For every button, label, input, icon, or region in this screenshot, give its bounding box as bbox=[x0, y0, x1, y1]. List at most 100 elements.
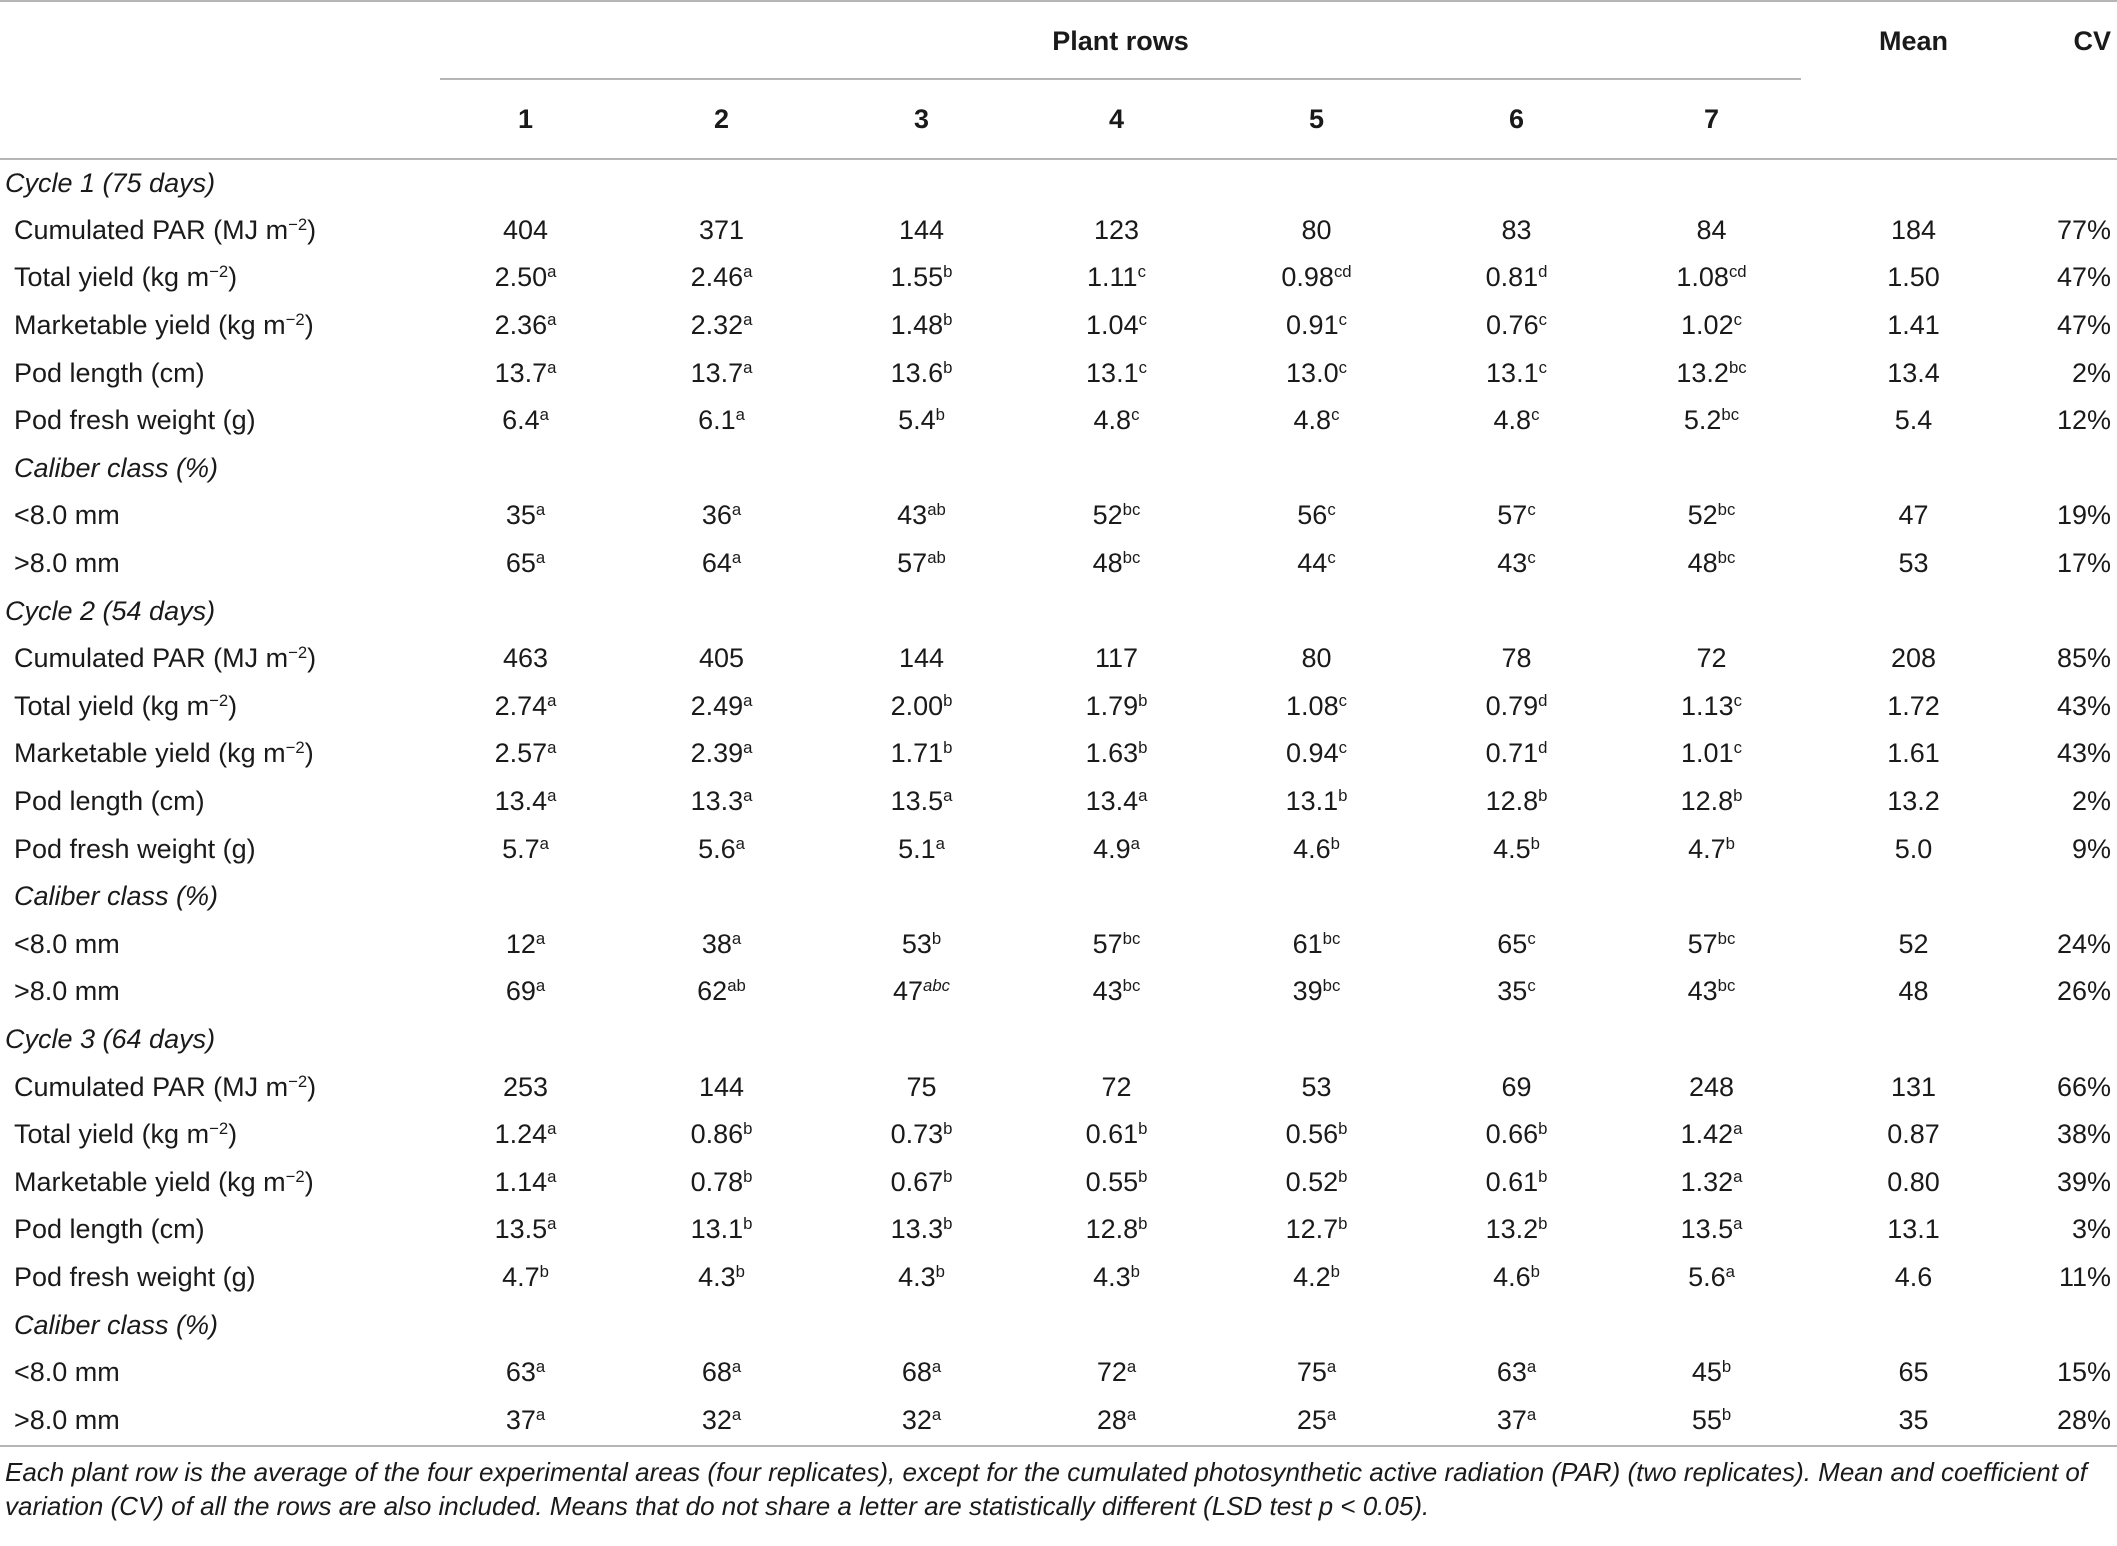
significance-letter: a bbox=[743, 690, 753, 710]
value-number: 13.1 bbox=[1285, 786, 1339, 817]
value-cell-row-7: 55b bbox=[1614, 1396, 1809, 1448]
significance-letter: a bbox=[931, 1356, 942, 1376]
value-cell-row-2: 38a bbox=[619, 921, 824, 969]
table-row: Marketable yield (kg m−2) 2.36a 2.32a 1.48b… bbox=[0, 302, 2117, 350]
value-number: 55 bbox=[1691, 1405, 1722, 1436]
value-number: 2.74 bbox=[494, 690, 548, 721]
significance-letter: b bbox=[1725, 833, 1735, 853]
value-number: 5.6 bbox=[698, 833, 736, 864]
significance-letter: b bbox=[1538, 1118, 1548, 1138]
value-number: 2.00 bbox=[890, 690, 944, 721]
significance-letter: a bbox=[1733, 1118, 1743, 1138]
value-number: 45 bbox=[1691, 1357, 1722, 1388]
header-empty-cell bbox=[0, 0, 432, 80]
value-number: 4.6 bbox=[1293, 833, 1331, 864]
value-cell-row-1: 404 bbox=[432, 207, 619, 255]
cv-cell: 2% bbox=[2071, 786, 2111, 817]
significance-letter: b bbox=[943, 690, 953, 710]
row-label-unit-exponent: −2 bbox=[285, 738, 305, 758]
value-cell-row-7: 72 bbox=[1614, 635, 1809, 683]
value-number: 0.66 bbox=[1485, 1119, 1539, 1150]
value-number: 43 bbox=[897, 500, 928, 531]
value-cell-row-6: 0.66b bbox=[1419, 1111, 1614, 1159]
significance-letter: c bbox=[1531, 405, 1540, 425]
table-row: Cumulated PAR (MJ m−2) 404 371 144 123 80 83 84… bbox=[0, 207, 2117, 255]
table-row: >8.0 mm 37a 32a 32a 28a 25a 37a 55b 35 28% bbox=[0, 1396, 2117, 1448]
significance-letter: bc bbox=[1122, 928, 1141, 948]
value-number: 68 bbox=[701, 1357, 732, 1388]
value-cell-row-3: 57ab bbox=[824, 540, 1019, 588]
value-cell-row-6: 78 bbox=[1419, 635, 1614, 683]
significance-letter: b bbox=[1138, 1166, 1148, 1186]
significance-letter: c bbox=[1538, 357, 1547, 377]
plant-rows-group-header: Plant rows bbox=[432, 0, 1809, 80]
value-number: 69 bbox=[505, 976, 536, 1007]
value-number: 248 bbox=[1688, 1071, 1735, 1102]
cv-cell: 24% bbox=[2056, 928, 2111, 959]
significance-letter: c bbox=[1527, 547, 1536, 567]
value-cell-row-4: 123 bbox=[1019, 207, 1214, 255]
value-number: 72 bbox=[1096, 1357, 1127, 1388]
significance-letter: c bbox=[1327, 547, 1336, 567]
value-number: 80 bbox=[1301, 643, 1332, 674]
value-cell-row-1: 2.74a bbox=[432, 683, 619, 731]
value-cell-row-1: 13.7a bbox=[432, 349, 619, 397]
value-cell-row-7: 1.13c bbox=[1614, 683, 1809, 731]
value-number: 12.8 bbox=[1485, 786, 1539, 817]
column-header-row-1: 1 bbox=[432, 80, 619, 160]
cv-cell: 43% bbox=[2056, 738, 2111, 769]
value-number: 63 bbox=[505, 1357, 536, 1388]
significance-letter: a bbox=[1526, 1405, 1537, 1425]
value-number: 12.8 bbox=[1085, 1214, 1139, 1245]
significance-letter: a bbox=[731, 1356, 742, 1376]
cv-cell: 43% bbox=[2056, 690, 2111, 721]
significance-letter: a bbox=[547, 309, 557, 329]
value-number: 5.4 bbox=[898, 405, 936, 436]
value-number: 57 bbox=[1497, 500, 1528, 531]
significance-letter: b bbox=[943, 357, 953, 377]
significance-letter: a bbox=[1326, 1356, 1337, 1376]
value-cell-row-5: 4.8c bbox=[1214, 397, 1419, 445]
cv-cell: 85% bbox=[2056, 643, 2111, 674]
significance-letter: a bbox=[547, 785, 557, 805]
value-cell-row-6: 0.71d bbox=[1419, 730, 1614, 778]
row-label: >8.0 mm bbox=[0, 540, 432, 588]
value-number: 78 bbox=[1501, 643, 1532, 674]
value-cell-row-3: 144 bbox=[824, 207, 1019, 255]
significance-letter: bc bbox=[1717, 976, 1736, 996]
value-cell-row-5: 0.91c bbox=[1214, 302, 1419, 350]
table-row: Cumulated PAR (MJ m−2) 253 144 75 72 53 69 248 1… bbox=[0, 1063, 2117, 1111]
significance-letter: a bbox=[743, 357, 753, 377]
value-number: 84 bbox=[1696, 214, 1727, 245]
significance-letter: a bbox=[1733, 1166, 1743, 1186]
significance-letter: c bbox=[1538, 309, 1547, 329]
value-number: 53 bbox=[1301, 1071, 1332, 1102]
value-number: 35 bbox=[1497, 976, 1528, 1007]
value-number: 1.04 bbox=[1086, 310, 1139, 341]
significance-letter: a bbox=[535, 547, 546, 567]
value-number: 2.36 bbox=[494, 310, 548, 341]
mean-cell: 13.2 bbox=[1887, 786, 1940, 817]
value-number: 4.3 bbox=[698, 1261, 736, 1292]
table-row: Pod length (cm) 13.4a 13.3a 13.5a 13.4a 13.1b… bbox=[0, 778, 2117, 826]
value-cell-row-5: 0.94c bbox=[1214, 730, 1419, 778]
table-row: Total yield (kg m−2) 2.74a 2.49a 2.00b 1.79b… bbox=[0, 683, 2117, 731]
value-cell-row-1: 463 bbox=[432, 635, 619, 683]
row-label-suffix: ) bbox=[307, 1071, 317, 1102]
value-cell-row-5: 53 bbox=[1214, 1063, 1419, 1111]
cv-cell: 12% bbox=[2056, 405, 2111, 436]
value-cell-row-4: 43bc bbox=[1019, 968, 1214, 1016]
value-cell-row-1: 1.14a bbox=[432, 1158, 619, 1206]
value-number: 0.91 bbox=[1286, 310, 1339, 341]
value-number: 404 bbox=[502, 214, 549, 245]
value-cell-row-3: 68a bbox=[824, 1349, 1019, 1397]
significance-letter: bc bbox=[1122, 976, 1141, 996]
value-cell-row-1: 2.50a bbox=[432, 254, 619, 302]
row-label-unit-exponent: −2 bbox=[209, 262, 229, 282]
value-cell-row-4: 0.55b bbox=[1019, 1158, 1214, 1206]
value-number: 1.08 bbox=[1676, 262, 1729, 293]
value-cell-row-5: 13.0c bbox=[1214, 349, 1419, 397]
value-number: 48 bbox=[1092, 548, 1123, 579]
value-number: 144 bbox=[898, 214, 945, 245]
value-cell-row-1: 37a bbox=[432, 1396, 619, 1448]
